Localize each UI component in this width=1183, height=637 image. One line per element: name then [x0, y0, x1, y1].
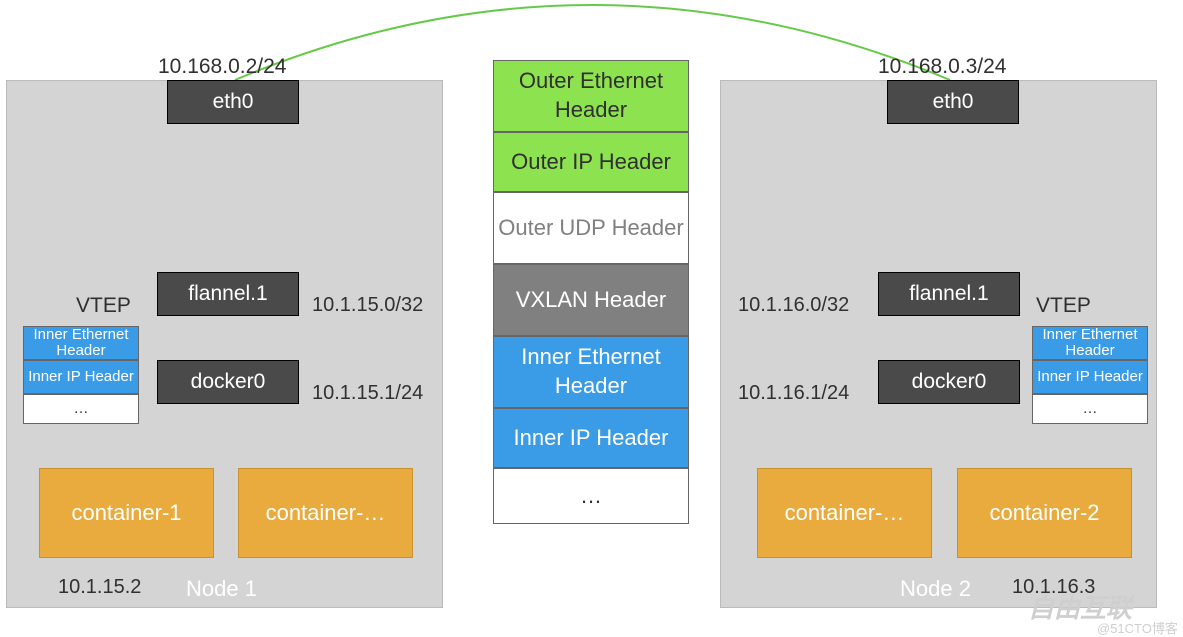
node1-label: Node 1: [186, 576, 257, 602]
node1-eth0-label: eth0: [213, 90, 254, 114]
packet-stack-row: Inner IP Header: [493, 408, 689, 468]
node1-docker0: docker0: [157, 360, 299, 404]
node1-docker0-label: docker0: [191, 370, 266, 394]
node2-docker0: docker0: [878, 360, 1020, 404]
node1-host-ip: 10.168.0.2/24: [158, 55, 286, 79]
watermark-2: @51CTO博客: [1097, 618, 1178, 637]
packet-stack-row: VXLAN Header: [493, 264, 689, 336]
node1-container-1: container-1: [39, 468, 214, 558]
node2-mini-packet: Inner Ethernet HeaderInner IP Header…: [1032, 326, 1148, 424]
node2-label: Node 2: [900, 576, 971, 602]
node1-c1-ip: 10.1.15.2: [58, 576, 141, 599]
mini-packet-row: …: [23, 394, 139, 424]
node1-docker0-ip: 10.1.15.1/24: [312, 382, 423, 405]
node2-eth0: eth0: [887, 80, 1019, 124]
node2-vtep-label: VTEP: [1036, 294, 1091, 318]
packet-stack-row: Inner Ethernet Header: [493, 336, 689, 408]
node1-mini-packet: Inner Ethernet HeaderInner IP Header…: [23, 326, 139, 424]
node1-c1-label: container-1: [71, 500, 181, 526]
node2-docker0-ip: 10.1.16.1/24: [738, 382, 849, 405]
node2-docker0-label: docker0: [912, 370, 987, 394]
node2-container-2: container-2: [957, 468, 1132, 558]
packet-stack-row: Outer IP Header: [493, 132, 689, 192]
mini-packet-row: Inner IP Header: [23, 360, 139, 394]
packet-stack-row: Outer UDP Header: [493, 192, 689, 264]
node2-host-ip: 10.168.0.3/24: [878, 55, 1006, 79]
packet-stack-row: …: [493, 468, 689, 524]
mini-packet-row: …: [1032, 394, 1148, 424]
node2-eth0-label: eth0: [933, 90, 974, 114]
node1-flannel-ip: 10.1.15.0/32: [312, 294, 423, 317]
node2-container-1: container-…: [757, 468, 932, 558]
node1-c2-label: container-…: [266, 500, 386, 526]
mini-packet-row: Inner Ethernet Header: [1032, 326, 1148, 360]
packet-stack-row: Outer Ethernet Header: [493, 60, 689, 132]
mini-packet-row: Inner Ethernet Header: [23, 326, 139, 360]
node1-vtep-label: VTEP: [76, 294, 131, 318]
packet-stack: Outer Ethernet HeaderOuter IP HeaderOute…: [493, 60, 689, 524]
node2-flannel-label: flannel.1: [909, 282, 988, 306]
node2-c2-label: container-2: [989, 500, 1099, 526]
node1-flannel-label: flannel.1: [188, 282, 267, 306]
node2-flannel: flannel.1: [878, 272, 1020, 316]
node1-flannel: flannel.1: [157, 272, 299, 316]
node1-container-2: container-…: [238, 468, 413, 558]
node2-flannel-ip: 10.1.16.0/32: [738, 294, 849, 317]
node1-eth0: eth0: [167, 80, 299, 124]
diagram-canvas: 10.168.0.2/24 eth0 flannel.1 VTEP 10.1.1…: [0, 0, 1183, 637]
node2-c1-label: container-…: [785, 500, 905, 526]
mini-packet-row: Inner IP Header: [1032, 360, 1148, 394]
